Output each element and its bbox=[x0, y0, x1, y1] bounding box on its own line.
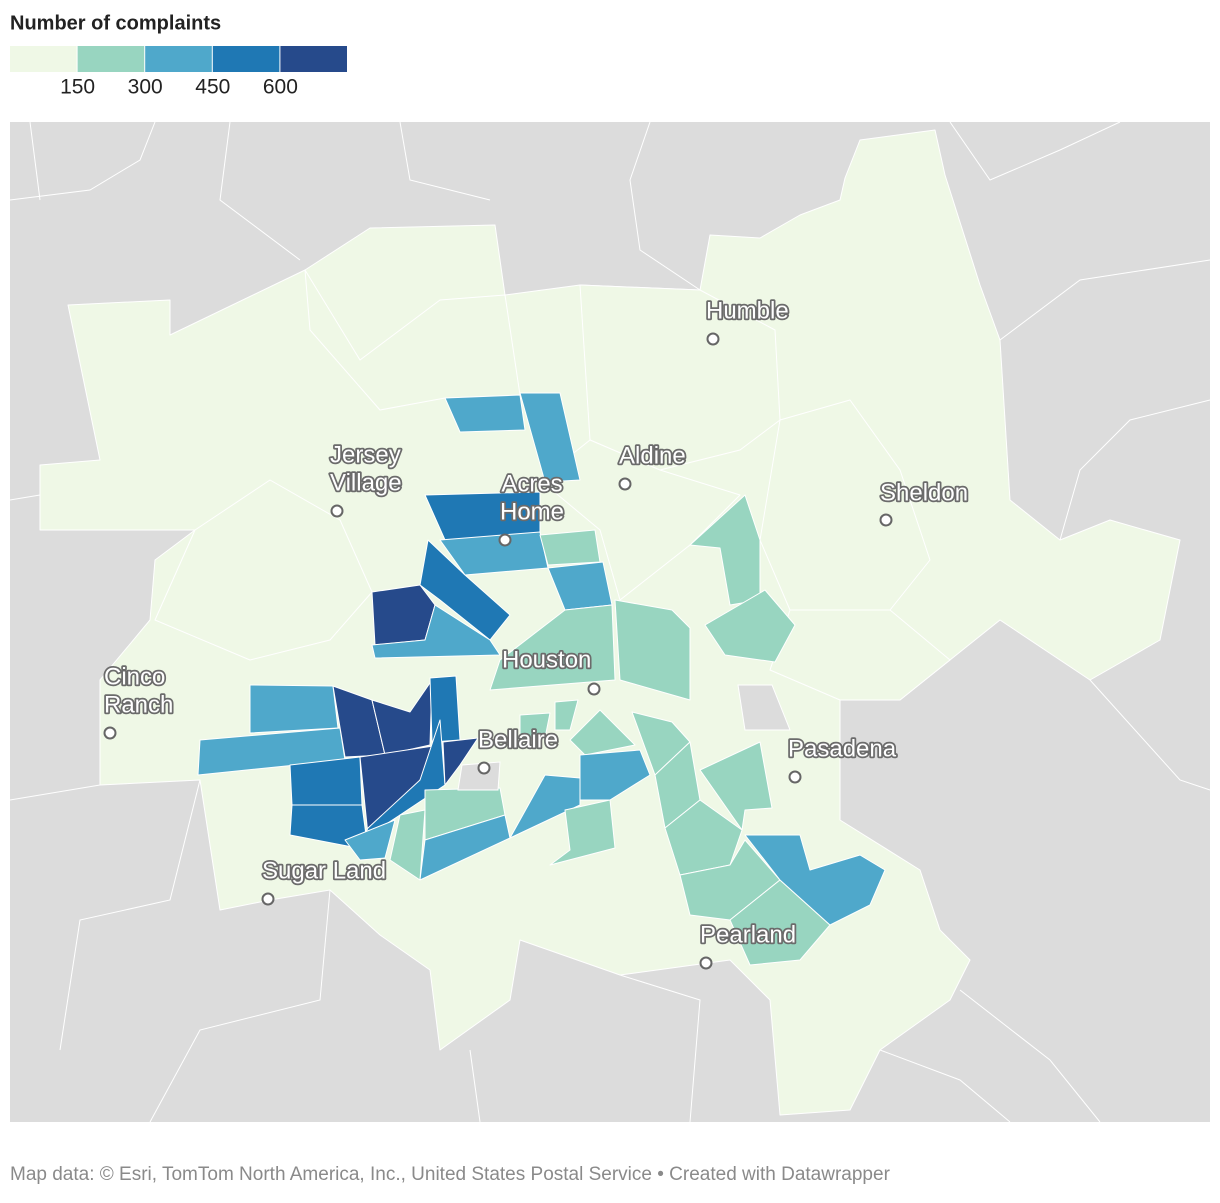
footer-credit: • Created with Datawrapper bbox=[652, 1164, 891, 1185]
region bbox=[569, 709, 636, 756]
region bbox=[769, 609, 951, 701]
legend: 150 300 450 600 bbox=[10, 46, 347, 99]
region bbox=[549, 799, 616, 866]
region bbox=[371, 604, 501, 659]
region bbox=[759, 399, 931, 611]
region bbox=[664, 799, 743, 876]
region bbox=[509, 774, 581, 839]
place-label: Bellaire bbox=[478, 726, 558, 753]
place-marker bbox=[587, 682, 601, 696]
place-label: Humble bbox=[706, 297, 789, 324]
place-marker bbox=[879, 513, 893, 527]
region bbox=[614, 599, 691, 701]
legend-tick-label: 450 bbox=[195, 76, 230, 99]
legend-swatch bbox=[77, 46, 145, 72]
region bbox=[729, 879, 831, 966]
place-label: Sugar Land bbox=[262, 857, 386, 884]
place-marker bbox=[477, 761, 491, 775]
region bbox=[539, 529, 601, 566]
region bbox=[154, 479, 373, 661]
region bbox=[444, 394, 526, 433]
place-label: Pearland bbox=[700, 921, 796, 948]
place-label: Cinco bbox=[104, 663, 165, 690]
region-hole bbox=[737, 684, 791, 731]
place-marker bbox=[706, 332, 720, 346]
place-label: Village bbox=[330, 469, 402, 496]
place-marker bbox=[498, 533, 512, 547]
place-marker bbox=[261, 892, 275, 906]
place-marker bbox=[330, 504, 344, 518]
place-label: Sheldon bbox=[880, 479, 968, 506]
footer-source: Map data: © Esri, TomTom North America, … bbox=[10, 1164, 652, 1185]
place-label: Ranch bbox=[104, 691, 173, 718]
region bbox=[704, 589, 796, 663]
region bbox=[744, 834, 886, 926]
region bbox=[289, 756, 363, 806]
legend-swatch bbox=[145, 46, 212, 72]
legend-title: Number of complaints bbox=[10, 12, 221, 34]
legend-tick-label: 300 bbox=[128, 76, 163, 99]
footer: Map data: © Esri, TomTom North America, … bbox=[10, 1164, 891, 1185]
region bbox=[371, 584, 436, 646]
region bbox=[519, 392, 581, 483]
legend-swatch bbox=[280, 46, 347, 72]
place-label: Home bbox=[500, 498, 564, 525]
place-marker bbox=[618, 477, 632, 491]
place-label: Pasadena bbox=[788, 735, 897, 762]
place-marker bbox=[103, 726, 117, 740]
place-label: Jersey bbox=[330, 441, 401, 468]
place-label: Houston bbox=[502, 646, 591, 673]
region bbox=[429, 675, 461, 743]
place-marker bbox=[699, 956, 713, 970]
region bbox=[249, 684, 339, 734]
region bbox=[489, 604, 616, 691]
county-lines bbox=[9, 121, 1211, 1123]
legend-tick-label: 150 bbox=[60, 76, 95, 99]
place-label: Aldine bbox=[619, 442, 686, 469]
place-marker bbox=[788, 770, 802, 784]
region bbox=[519, 712, 551, 741]
region bbox=[699, 741, 773, 831]
region bbox=[539, 439, 741, 601]
legend-tick-label: 600 bbox=[263, 76, 298, 99]
place-label: Acres bbox=[501, 470, 562, 497]
region bbox=[442, 737, 479, 786]
legend-swatch bbox=[10, 46, 77, 72]
region bbox=[554, 699, 579, 731]
legend-swatch bbox=[212, 46, 280, 72]
regions bbox=[39, 129, 1181, 1116]
region bbox=[344, 819, 396, 861]
